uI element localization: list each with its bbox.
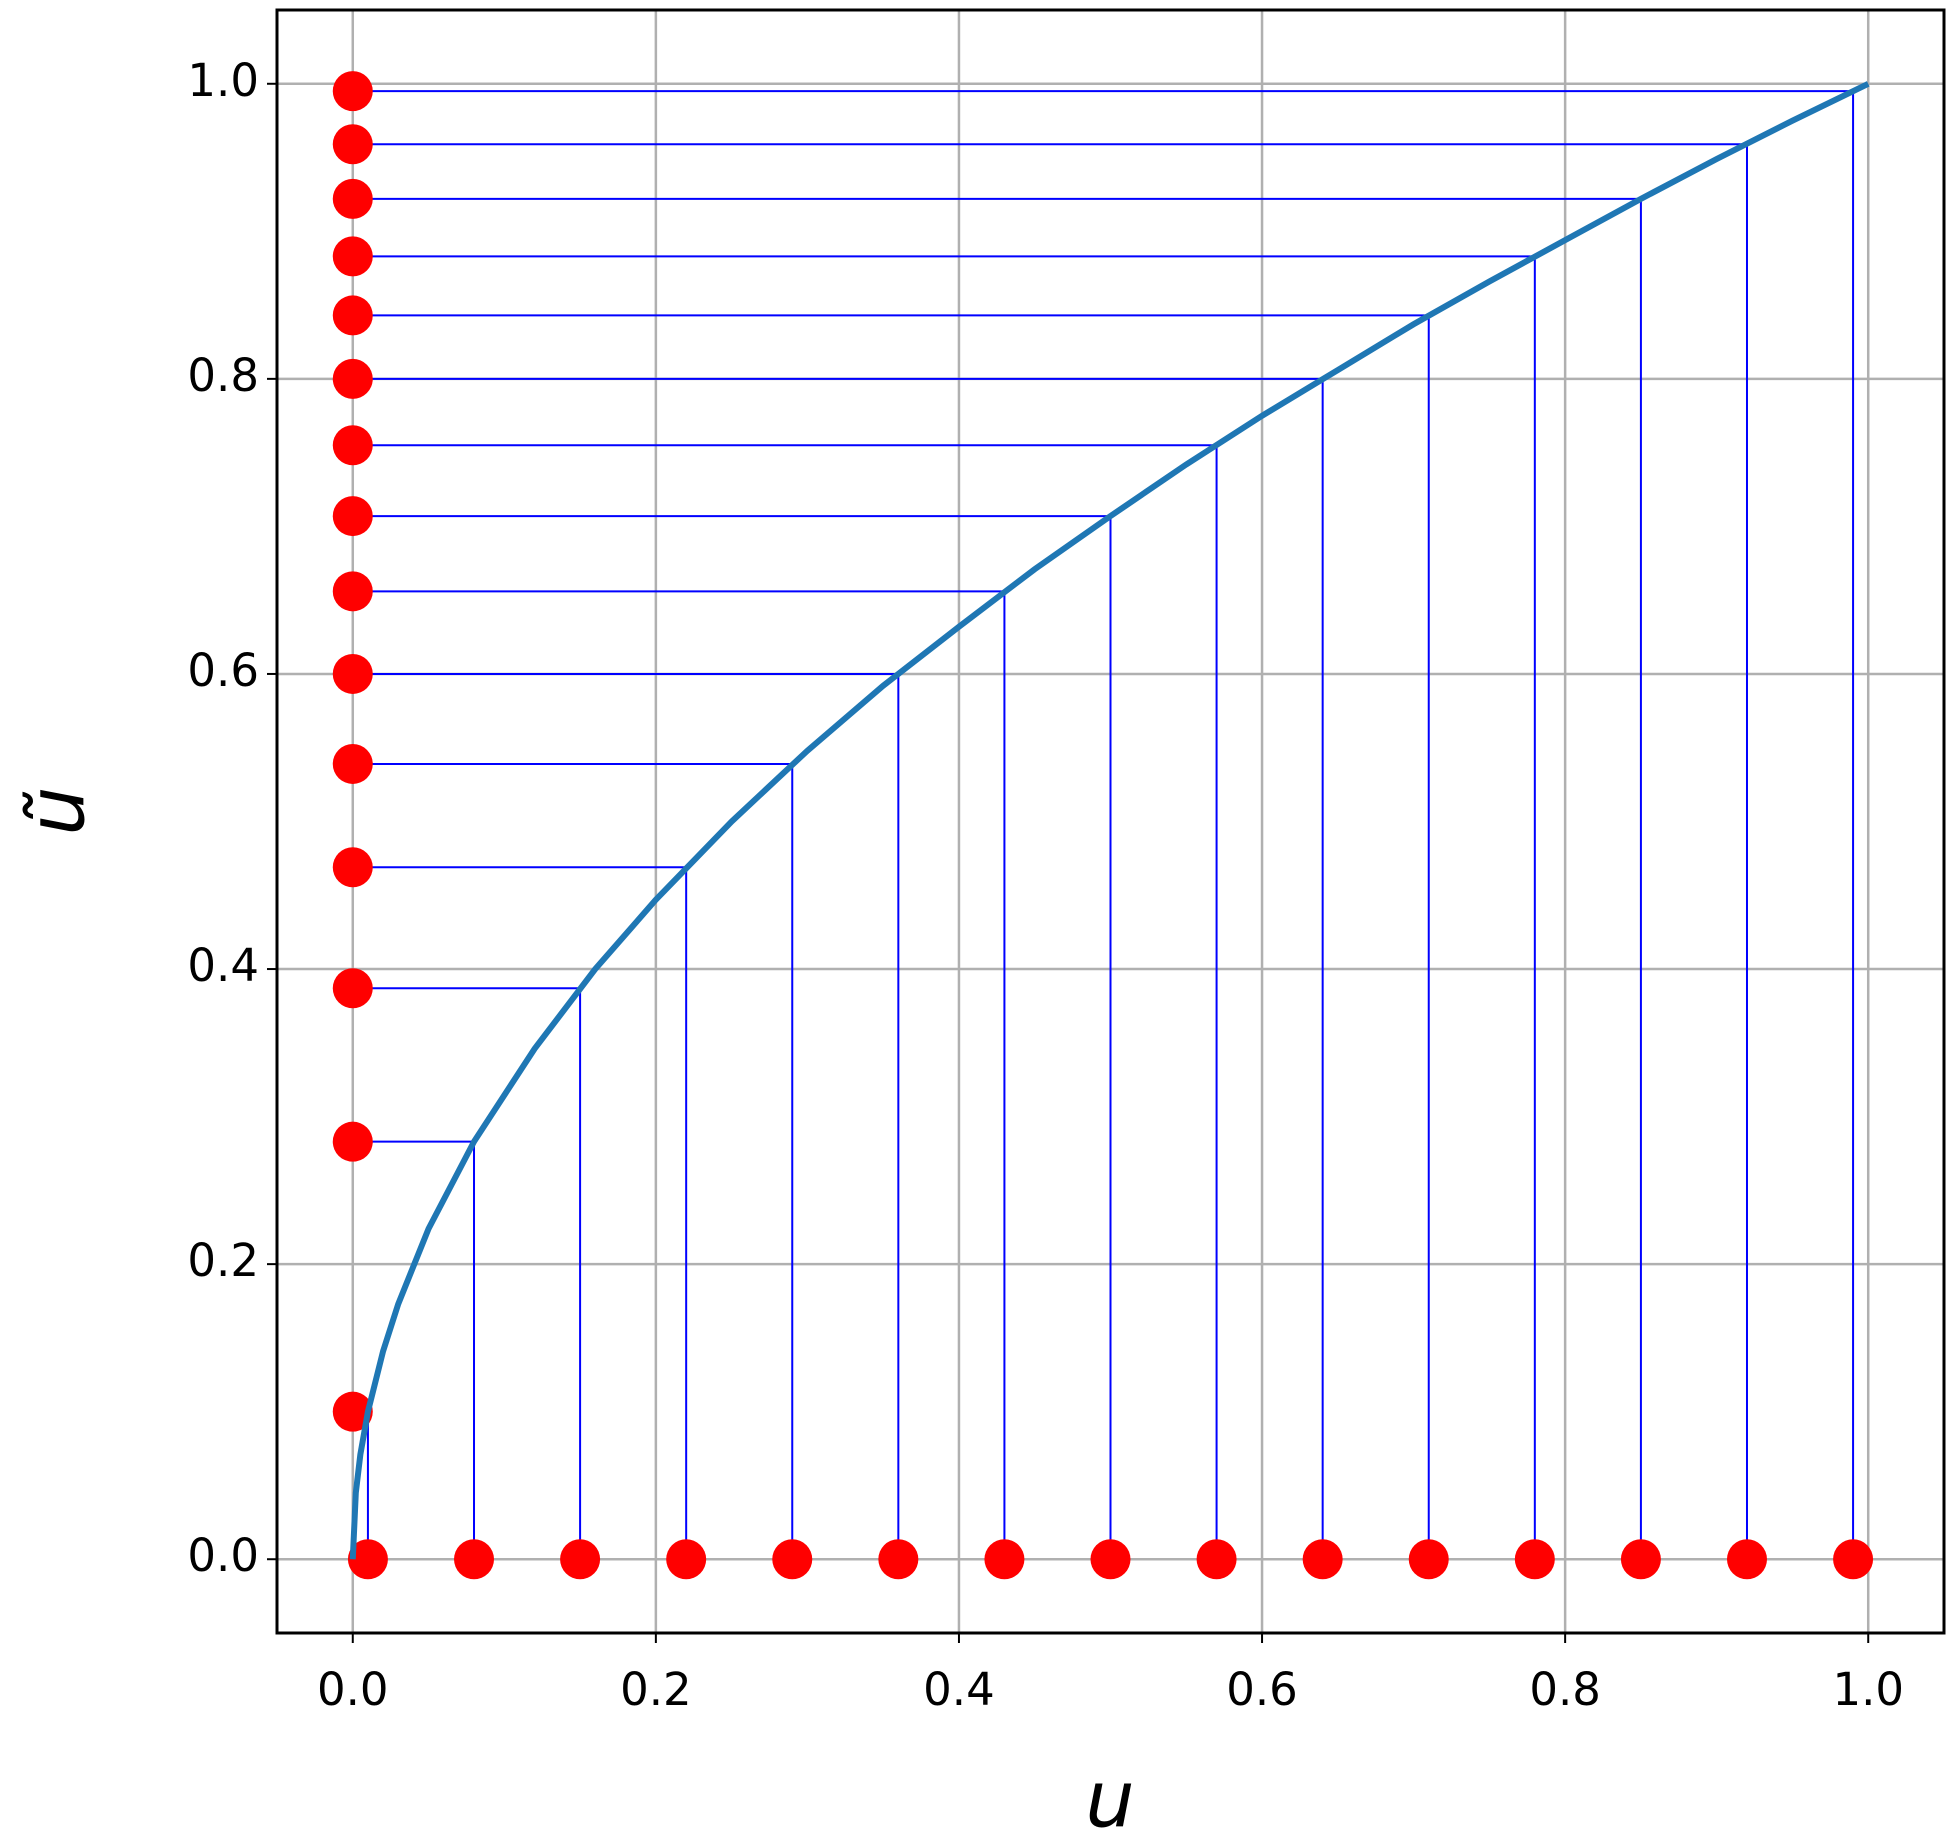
mapped-dot	[332, 847, 373, 888]
mapped-dot	[332, 653, 373, 694]
mapped-dot	[332, 178, 373, 219]
sample-dot	[1408, 1539, 1449, 1580]
mapped-dot	[332, 71, 373, 112]
projection-line	[352, 590, 1006, 1560]
sample-dot	[666, 1539, 707, 1580]
x-tick-label: 0.0	[317, 1663, 389, 1716]
sample-dot	[1620, 1539, 1661, 1580]
projection-line	[352, 255, 1536, 1560]
y-tick-label: 0.4	[187, 939, 259, 992]
x-axis-label: u	[1085, 1755, 1134, 1845]
sample-dot	[1302, 1539, 1343, 1580]
sample-dot	[1196, 1539, 1237, 1580]
y-tick-label: 0.8	[187, 349, 259, 402]
y-tick-label: 0.0	[187, 1529, 259, 1582]
projection-line	[352, 143, 1748, 1560]
y-tick-label: 0.2	[187, 1234, 259, 1287]
projection-line	[352, 762, 794, 1560]
mapped-dot	[332, 358, 373, 399]
x-tick-label: 0.2	[620, 1663, 692, 1716]
x-tick-label: 0.6	[1226, 1663, 1298, 1716]
sample-dot	[454, 1539, 495, 1580]
sample-dot	[1514, 1539, 1555, 1580]
y-axis-label: ũ	[12, 786, 102, 835]
x-tick-label: 0.8	[1529, 1663, 1601, 1716]
mapped-dot	[332, 571, 373, 612]
projection-line	[352, 866, 688, 1560]
sample-dot	[878, 1539, 919, 1580]
projection-line	[352, 987, 582, 1560]
projection-line	[352, 314, 1430, 1560]
projection-line	[352, 515, 1112, 1560]
mapped-dot	[332, 236, 373, 277]
sample-dot	[1726, 1539, 1767, 1580]
mapped-dot	[332, 295, 373, 336]
sample-dot	[984, 1539, 1025, 1580]
curve	[349, 81, 1870, 1560]
x-tick-label: 0.4	[923, 1663, 995, 1716]
projection-line	[352, 672, 900, 1560]
sample-dot	[772, 1539, 813, 1580]
mapped-dot	[332, 124, 373, 165]
mapped-dot	[332, 1121, 373, 1162]
sample-dot	[1090, 1539, 1131, 1580]
projection-line	[352, 1140, 476, 1560]
mapped-dot	[332, 1391, 373, 1432]
sample-dot	[1833, 1539, 1874, 1580]
mapped-dot	[332, 425, 373, 466]
sample-dot	[560, 1539, 601, 1580]
mapped-dot	[332, 496, 373, 537]
plot-frame	[275, 8, 1946, 1635]
mapped-dot	[332, 968, 373, 1009]
mapped-dot	[332, 743, 373, 784]
y-tick-label: 0.6	[187, 644, 259, 697]
sample-dot	[347, 1539, 388, 1580]
x-tick-label: 1.0	[1832, 1663, 1904, 1716]
projection-line	[352, 90, 1855, 1560]
projection-line	[352, 444, 1218, 1560]
y-tick-label: 1.0	[187, 54, 259, 107]
projection-line	[352, 197, 1642, 1560]
